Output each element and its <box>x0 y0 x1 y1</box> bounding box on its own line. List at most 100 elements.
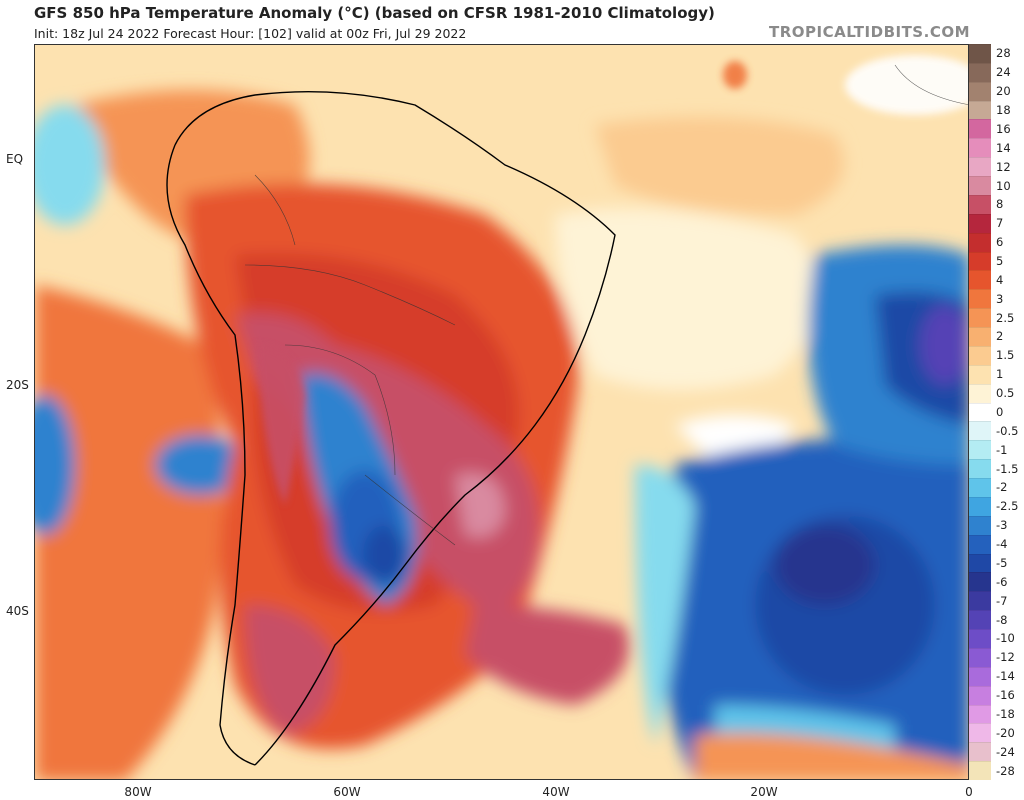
colorbar-entry: -2 <box>969 478 1024 497</box>
colorbar-label: 2 <box>996 329 1004 344</box>
colorbar-entry: -20 <box>969 723 1024 743</box>
colorbar-label: 0 <box>996 404 1004 419</box>
colorbar-entry: 14 <box>969 138 1024 158</box>
colorbar-label: 1.5 <box>996 348 1015 363</box>
colorbar-label: 28 <box>996 46 1011 61</box>
colorbar-swatch <box>969 100 991 120</box>
colorbar-entry: 0 <box>969 402 1024 422</box>
colorbar-entry: 6 <box>969 232 1024 252</box>
colorbar-label: 5 <box>996 254 1004 268</box>
colorbar-label: 8 <box>996 197 1004 212</box>
colorbar-swatch <box>969 270 991 290</box>
colorbar-swatch <box>969 723 991 743</box>
colorbar: 28 24 20 18 16 14 12 10 8 7 6 5 4 3 2.5 2 1.5 1 0.5 0 -0.5 -1… <box>969 44 1024 780</box>
colorbar-swatch <box>969 761 991 780</box>
colorbar-label: -20 <box>996 725 1015 740</box>
colorbar-label: 20 <box>996 84 1011 99</box>
colorbar-label: 24 <box>996 65 1011 80</box>
colorbar-swatch <box>969 666 991 686</box>
colorbar-swatch <box>969 421 991 441</box>
colorbar-entry: 18 <box>969 100 1024 120</box>
colorbar-label: 2.5 <box>996 310 1015 325</box>
lat-label-eq: EQ <box>6 152 24 166</box>
colorbar-label: -3 <box>996 518 1008 533</box>
colorbar-label: 0.5 <box>996 386 1015 401</box>
colorbar-label: 14 <box>996 140 1011 155</box>
colorbar-entry: -14 <box>969 666 1024 686</box>
colorbar-swatch <box>969 383 991 403</box>
lon-label-0: 0 <box>965 785 973 799</box>
colorbar-label: -28 <box>996 763 1015 778</box>
colorbar-swatch <box>969 251 991 271</box>
colorbar-entry: 0.5 <box>969 383 1024 403</box>
colorbar-swatch <box>969 572 991 592</box>
colorbar-label: -14 <box>996 669 1015 684</box>
colorbar-swatch <box>969 459 991 479</box>
colorbar-entry: 7 <box>969 213 1024 233</box>
colorbar-label: -2.5 <box>996 499 1019 514</box>
colorbar-label: -0.5 <box>996 423 1019 438</box>
colorbar-swatch <box>969 345 991 365</box>
colorbar-entry: -6 <box>969 572 1024 592</box>
map-title: GFS 850 hPa Temperature Anomaly (°C) (ba… <box>34 4 715 22</box>
anomaly-map <box>34 44 969 780</box>
colorbar-entry: 5 <box>969 251 1024 271</box>
colorbar-swatch <box>969 62 991 82</box>
colorbar-swatch <box>969 232 991 252</box>
colorbar-entry: -1 <box>969 440 1024 460</box>
colorbar-swatch <box>969 685 991 705</box>
colorbar-swatch <box>969 44 991 63</box>
colorbar-swatch <box>969 157 991 177</box>
colorbar-swatch <box>969 496 991 516</box>
colorbar-entry: 20 <box>969 81 1024 101</box>
anomaly-field <box>35 45 968 779</box>
colorbar-swatch <box>969 308 991 328</box>
colorbar-swatch <box>969 364 991 384</box>
colorbar-label: 10 <box>996 178 1011 193</box>
colorbar-entry: 16 <box>969 119 1024 139</box>
colorbar-label: -1.5 <box>996 461 1019 476</box>
colorbar-entry: 28 <box>969 44 1024 63</box>
colorbar-entry: 2 <box>969 327 1024 346</box>
colorbar-entry: -0.5 <box>969 421 1024 441</box>
colorbar-entry: -4 <box>969 534 1024 554</box>
colorbar-entry: 8 <box>969 194 1024 214</box>
colorbar-entry: 1 <box>969 364 1024 384</box>
colorbar-label: -7 <box>996 593 1008 608</box>
colorbar-entry: -8 <box>969 610 1024 629</box>
colorbar-label: -24 <box>996 744 1015 759</box>
lon-label-80w: 80W <box>124 785 152 799</box>
borders <box>244 64 968 546</box>
colorbar-swatch <box>969 478 991 497</box>
colorbar-swatch <box>969 119 991 139</box>
colorbar-label: 6 <box>996 235 1004 250</box>
colorbar-swatch <box>969 647 991 667</box>
colorbar-label: -10 <box>996 631 1015 646</box>
colorbar-entry: 24 <box>969 62 1024 82</box>
colorbar-label: -2 <box>996 480 1008 495</box>
colorbar-label: -16 <box>996 688 1015 703</box>
colorbar-swatch <box>969 704 991 724</box>
colorbar-entry: 4 <box>969 270 1024 290</box>
colorbar-entry: -16 <box>969 685 1024 705</box>
colorbar-label: -5 <box>996 555 1008 570</box>
colorbar-swatch <box>969 610 991 629</box>
colorbar-swatch <box>969 402 991 422</box>
colorbar-entry: -18 <box>969 704 1024 724</box>
lat-label-40s: 40S <box>6 604 29 618</box>
colorbar-entry: -1.5 <box>969 459 1024 479</box>
colorbar-label: 3 <box>996 291 1004 306</box>
colorbar-label: -18 <box>996 706 1015 721</box>
colorbar-swatch <box>969 213 991 233</box>
anomaly-shading <box>35 90 968 779</box>
colorbar-swatch <box>969 534 991 554</box>
colorbar-swatch <box>969 81 991 101</box>
lon-label-60w: 60W <box>333 785 361 799</box>
colorbar-entry: -7 <box>969 591 1024 611</box>
colorbar-entry: -2.5 <box>969 496 1024 516</box>
colorbar-swatch <box>969 194 991 214</box>
colorbar-entry: 10 <box>969 176 1024 195</box>
colorbar-swatch <box>969 629 991 648</box>
colorbar-swatch <box>969 515 991 535</box>
colorbar-label: 16 <box>996 121 1011 136</box>
